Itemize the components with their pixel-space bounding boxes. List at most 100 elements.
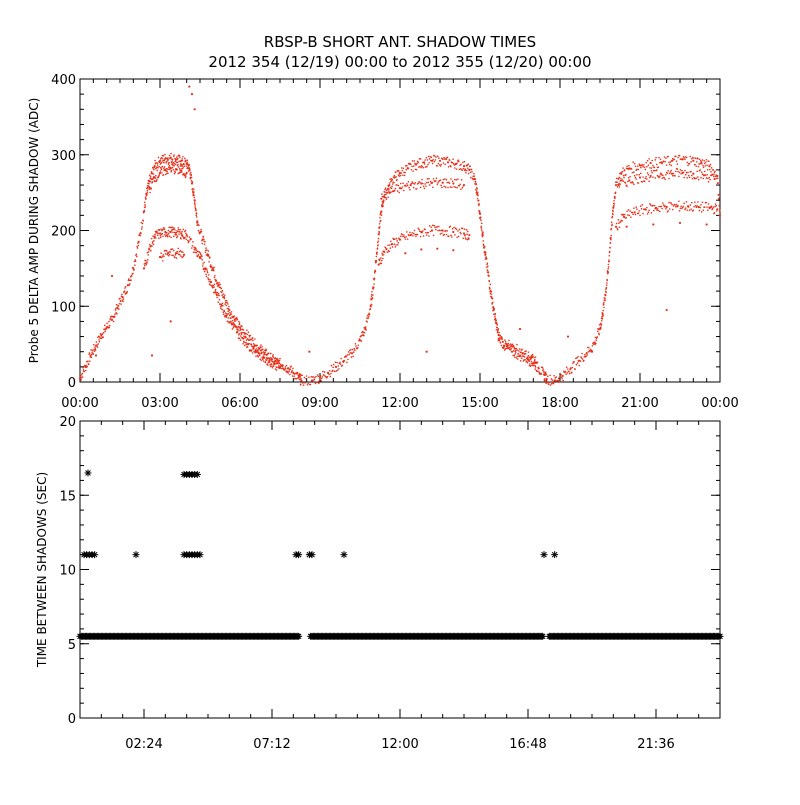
data-point [116,304,118,306]
data-point [602,314,604,316]
data-point [181,171,183,173]
data-point [684,159,686,161]
data-point [420,158,422,160]
data-point [372,288,374,290]
data-point [443,157,445,159]
data-point [290,365,292,367]
data-point [425,232,427,234]
data-point [452,158,454,160]
data-point [182,156,184,158]
data-point [351,356,353,358]
data-point [157,234,159,236]
data-point [433,178,435,180]
data-point [588,347,590,349]
data-point [399,238,401,240]
data-point [659,175,661,177]
data-point [477,198,479,200]
data-point [180,238,182,240]
data-point [683,206,685,208]
data-point [658,177,660,179]
data-point [365,326,367,328]
top-x-tick-label: 21:00 [621,396,658,411]
data-point [190,178,192,180]
data-point [85,370,87,372]
data-point [241,333,243,335]
data-point [255,355,257,357]
data-point [371,295,373,297]
data-point [193,188,195,190]
data-point [491,303,493,305]
data-point [605,292,607,294]
top-y-tick-label: 0 [68,376,76,391]
data-point [705,174,707,176]
data-point [440,179,442,181]
data-point [691,202,693,204]
data-point [630,216,632,218]
data-point [609,247,611,249]
data-point [542,367,544,369]
data-point [226,300,228,302]
data-point [517,353,519,355]
data-point [520,351,522,353]
data-point [161,161,163,163]
data-point [354,350,356,352]
data-point [228,306,230,308]
data-point [285,368,287,370]
data-point [626,185,628,187]
data-point [479,210,481,212]
data-point [446,230,448,232]
data-point [497,332,499,334]
data-point [426,234,428,236]
data-point [450,166,452,168]
data-point [315,383,317,385]
data-point [226,314,228,316]
data-point [158,237,160,239]
data-point [155,177,157,179]
data-point [465,172,467,174]
data-point [261,346,263,348]
data-point [272,367,274,369]
data-point [194,206,196,208]
data-point [338,368,340,370]
data-point [715,205,717,207]
data-point [667,172,669,174]
data-point [315,376,317,378]
data-point [703,167,705,169]
data-point [467,167,469,169]
data-point [505,341,507,343]
data-point [213,286,215,288]
data-point [161,169,163,171]
data-point [638,182,640,184]
data-point [704,171,706,173]
data-point [150,176,152,178]
data-point [177,227,179,229]
data-point [620,221,622,223]
data-point [161,255,163,257]
data-point [151,245,153,247]
data-point [668,162,670,164]
data-point [387,196,389,198]
data-point [266,359,268,361]
data-point [243,338,245,340]
data-point [526,360,528,362]
data-point [561,378,563,380]
data-point [591,351,593,353]
data-point [422,230,424,232]
data-point [163,168,165,170]
data-point [393,175,395,177]
data-point [252,346,254,348]
data-point [330,373,332,375]
data-point [586,352,588,354]
top-panel: Probe 5 DELTA AMP DURING SHADOW (ADC)010… [27,73,739,411]
data-point [482,235,484,237]
data-point [566,367,568,369]
data-point [465,238,467,240]
data-point [650,175,652,177]
data-point [595,343,597,345]
data-point [719,210,721,212]
data-point [443,162,445,164]
data-point [634,163,636,165]
data-point [178,233,180,235]
data-point [89,360,91,362]
data-point [638,174,640,176]
